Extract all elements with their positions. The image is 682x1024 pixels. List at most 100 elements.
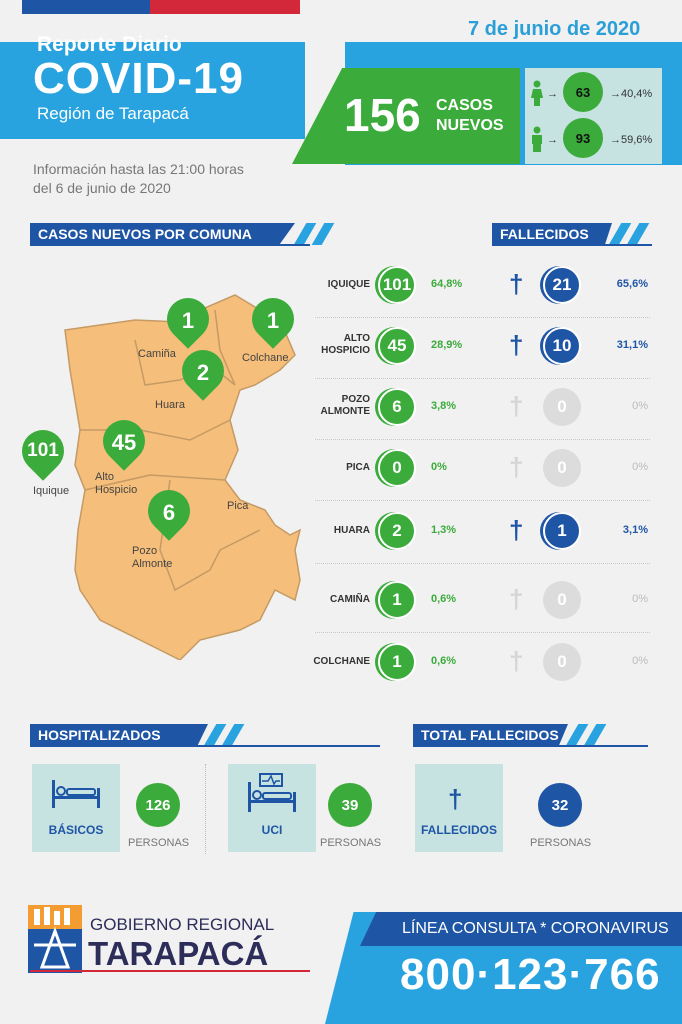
gobierno-line2: TARAPACÁ <box>88 935 269 972</box>
cross-icon: † <box>509 452 524 482</box>
cases-pct: 64,8% <box>431 278 463 290</box>
new-cases-count: 156 <box>344 89 421 141</box>
cases-pct: 0,6% <box>431 593 457 605</box>
report-title: Reporte Diario <box>37 33 182 56</box>
cross-icon: † <box>448 784 463 814</box>
comuna-name: PICA <box>346 462 370 473</box>
map-label-alto-hospicio: Alto Hospicio <box>95 471 138 496</box>
men-pct: →59,6% <box>610 134 653 146</box>
personas-label: PERSONAS <box>320 837 382 849</box>
comuna-name: POZO ALMONTE <box>320 394 370 417</box>
region-title: Región de Tarapacá <box>37 104 189 123</box>
hotline-number[interactable]: 800·123·766 <box>400 950 661 999</box>
cases-count: 2 <box>378 512 416 550</box>
info-text: Información hasta las 21:00 horas del 6 … <box>33 161 244 196</box>
comuna-name: COLCHANE <box>313 656 370 667</box>
flag-stripe-blue <box>22 0 150 14</box>
comuna-name: HUARA <box>333 525 370 536</box>
deaths-count: 1 <box>543 512 581 550</box>
deaths-pct: 65,6% <box>616 278 648 290</box>
cross-icon: † <box>509 646 524 676</box>
row-separator <box>315 632 650 633</box>
personas-label: PERSONAS <box>530 837 592 849</box>
women-count: 63 <box>563 72 603 112</box>
row-separator <box>315 563 650 564</box>
row-separator <box>315 439 650 440</box>
deaths-count: 0 <box>543 388 581 426</box>
icu-bed-icon <box>248 773 296 812</box>
section-header-total-deaths: TOTAL FALLECIDOS <box>413 724 568 746</box>
decor-slash <box>626 223 650 245</box>
row-separator <box>315 378 650 379</box>
cases-pct: 0,6% <box>431 655 457 667</box>
cases-pct: 28,9% <box>431 339 463 351</box>
map-pin-value: 1 <box>181 308 195 333</box>
basicos-tile <box>32 764 120 852</box>
section-header-hospitalized: HOSPITALIZADOS <box>30 724 208 746</box>
cross-icon: † <box>509 584 524 614</box>
cases-count: 101 <box>378 266 416 304</box>
decor-slash <box>583 724 607 746</box>
cases-count: 1 <box>378 643 416 681</box>
footer-phone-header <box>360 912 682 946</box>
section-header-deaths: FALLECIDOS <box>492 223 612 245</box>
deaths-pct: 0% <box>632 593 648 605</box>
map-label-iquique: Iquique <box>33 485 70 497</box>
map-pin-value: 6 <box>162 500 176 525</box>
cross-icon: † <box>509 269 524 299</box>
arrow-right-icon: → <box>547 88 558 100</box>
section-header-by-comuna: CASOS NUEVOS POR COMUNA <box>30 223 295 245</box>
comuna-name: ALTO HOSPICIO <box>321 333 370 356</box>
deaths-count: 21 <box>543 266 581 304</box>
basicos-count: 126 <box>136 783 180 827</box>
cases-pct: 1,3% <box>431 524 457 536</box>
deaths-count: 0 <box>543 581 581 619</box>
deaths-count: 0 <box>543 643 581 681</box>
fallecidos-label: FALLECIDOS <box>420 823 497 837</box>
gobierno-logo <box>28 905 82 973</box>
hotline-label: LÍNEA CONSULTA * CORONAVIRUS <box>402 920 669 937</box>
fallecidos-count: 32 <box>538 783 582 827</box>
fallecidos-tile <box>415 764 503 852</box>
map-label-huara: Huara <box>155 399 185 411</box>
deaths-pct: 0% <box>632 655 648 667</box>
women-pct: →40,4% <box>610 88 653 100</box>
uci-count: 39 <box>328 783 372 827</box>
hospital-bed-icon <box>52 780 100 808</box>
decor-slash <box>221 724 245 746</box>
uci-label: UCI <box>261 823 283 837</box>
section-underline <box>30 745 380 747</box>
flag-stripe-red <box>150 0 300 14</box>
arrow-right-icon: → <box>547 134 558 146</box>
report-date: 7 de junio de 2020 <box>468 18 641 40</box>
comuna-name: CAMIÑA <box>330 594 370 605</box>
deaths-pct: 0% <box>632 461 648 473</box>
cases-count: 1 <box>378 581 416 619</box>
header-background <box>0 42 305 139</box>
deaths-pct: 31,1% <box>616 339 648 351</box>
cases-count: 0 <box>378 449 416 487</box>
cases-pct: 0% <box>431 461 447 473</box>
map-pin-value: 45 <box>111 430 137 455</box>
map-label-colchane: Colchane <box>242 352 289 364</box>
personas-label: PERSONAS <box>128 837 190 849</box>
footer-rule <box>30 970 310 972</box>
basicos-label: BÁSICOS <box>48 823 104 837</box>
map-label-pica: Pica <box>227 500 249 512</box>
deaths-pct: 3,1% <box>622 524 648 536</box>
men-count: 93 <box>563 118 603 158</box>
woman-icon <box>530 80 544 112</box>
comuna-name: IQUIQUE <box>327 279 370 290</box>
man-icon <box>530 126 544 158</box>
map-pin-value: 2 <box>196 360 210 385</box>
deaths-count: 10 <box>543 327 581 365</box>
row-separator <box>315 317 650 318</box>
cross-icon: † <box>509 515 524 545</box>
divider <box>205 764 206 854</box>
map-label-camina: Camiña <box>138 348 176 360</box>
decor-slash <box>311 223 335 245</box>
map-pin-value: 101 <box>27 440 59 461</box>
row-separator <box>315 500 650 501</box>
gobierno-line1: GOBIERNO REGIONAL <box>90 915 275 934</box>
section-underline <box>30 244 310 246</box>
